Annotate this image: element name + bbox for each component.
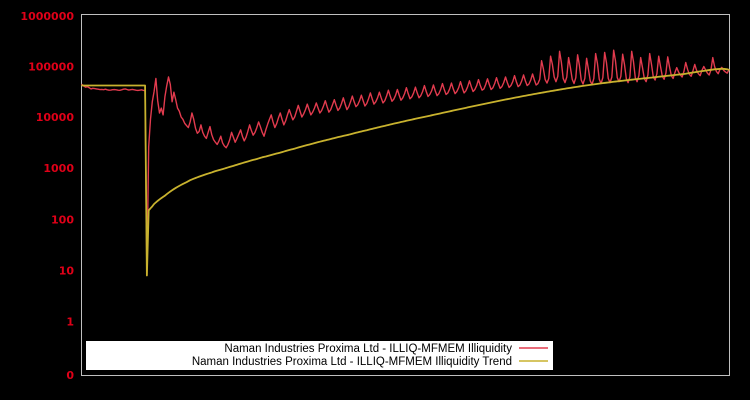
chart-legend: Naman Industries Proxima Ltd - ILLIQ-MFM… [86, 341, 553, 370]
y-axis-tick-label: 1000 [43, 162, 74, 175]
y-axis-tick-label: 10 [59, 265, 75, 278]
legend-label: Naman Industries Proxima Ltd - ILLIQ-MFM… [224, 343, 512, 355]
y-axis-tick-label: 100000 [28, 61, 74, 74]
plot-frame [81, 14, 730, 376]
series-lines [81, 49, 730, 277]
legend-label: Naman Industries Proxima Ltd - ILLIQ-MFM… [192, 356, 512, 368]
y-axis-tick-label: 0 [66, 369, 74, 382]
legend-background [86, 341, 553, 370]
y-axis-tick-label: 10000 [36, 111, 75, 124]
series-line-illiquidity [81, 49, 730, 277]
y-axis-tick-label: 1 [66, 316, 74, 329]
series-line-illiquidity-trend [81, 67, 730, 277]
y-axis-tick-label: 1000000 [20, 10, 74, 23]
y-axis-tick-label: 100 [51, 214, 74, 227]
